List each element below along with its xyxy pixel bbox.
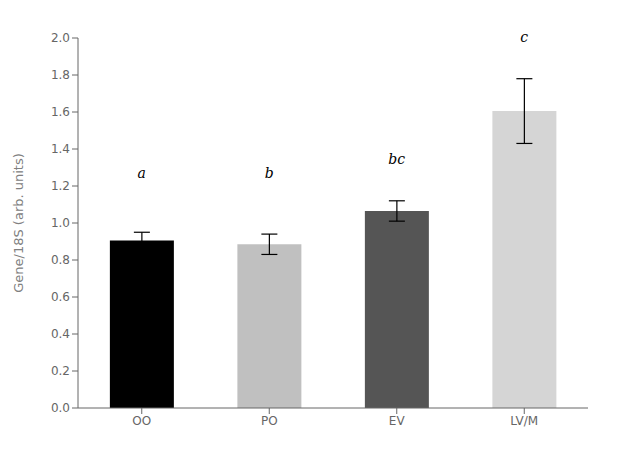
svg-text:LV/M: LV/M bbox=[510, 414, 538, 428]
svg-text:0.8: 0.8 bbox=[51, 253, 70, 267]
svg-text:1.8: 1.8 bbox=[51, 68, 70, 82]
svg-text:PO: PO bbox=[261, 414, 278, 428]
svg-text:EV: EV bbox=[389, 414, 406, 428]
svg-text:1.0: 1.0 bbox=[51, 216, 70, 230]
svg-text:1.6: 1.6 bbox=[51, 105, 70, 119]
svg-text:2.0: 2.0 bbox=[51, 31, 70, 45]
svg-text:0.2: 0.2 bbox=[51, 364, 70, 378]
svg-text:c: c bbox=[520, 29, 528, 45]
svg-text:0.0: 0.0 bbox=[51, 401, 70, 415]
svg-text:0.6: 0.6 bbox=[51, 290, 70, 304]
svg-text:b: b bbox=[265, 165, 274, 181]
svg-text:0.4: 0.4 bbox=[51, 327, 70, 341]
svg-text:1.4: 1.4 bbox=[51, 142, 70, 156]
svg-text:bc: bc bbox=[388, 151, 405, 167]
svg-text:Gene/18S (arb. units): Gene/18S (arb. units) bbox=[11, 153, 26, 293]
svg-text:OO: OO bbox=[132, 414, 151, 428]
svg-text:a: a bbox=[138, 165, 146, 181]
svg-text:1.2: 1.2 bbox=[51, 179, 70, 193]
